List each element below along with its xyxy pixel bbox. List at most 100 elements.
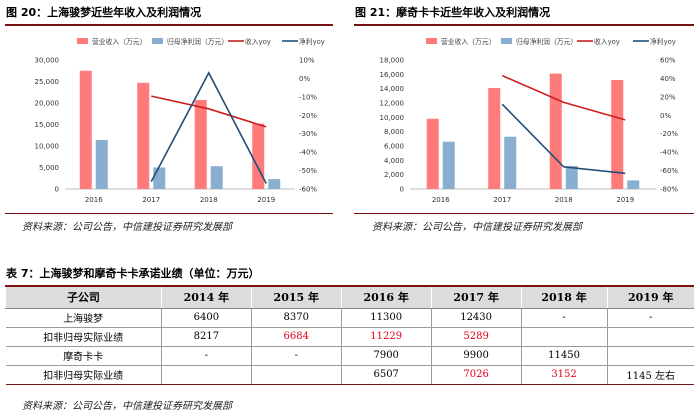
table-cell xyxy=(520,327,607,347)
right-axis-tick-label: -10% xyxy=(299,93,317,101)
table-cell: 11229 xyxy=(340,327,432,347)
right-axis-tick-label: -30% xyxy=(299,130,317,138)
table-cell: - xyxy=(606,308,694,328)
left-axis-tick-label: 18,000 xyxy=(380,57,405,65)
figure-21-title: 图 21：摩奇卡卡近些年收入及利润情况 xyxy=(355,6,551,19)
legend-label: 营业收入（万元） xyxy=(92,37,146,46)
net-profit-bar xyxy=(210,166,223,189)
x-axis-tick-label: 2018 xyxy=(200,196,218,204)
right-axis-tick-label: -80% xyxy=(660,186,678,194)
left-axis-tick-label: 5,000 xyxy=(39,164,59,172)
table-cell: 12430 xyxy=(430,308,522,328)
table-header-row: 子公司 2014 年 2015 年 2016 年 2017 年 2018 年 2… xyxy=(5,285,694,309)
revenue-bar xyxy=(252,123,265,189)
right-axis-tick-label: 40% xyxy=(660,75,676,83)
row-moqikaka-committed: 摩奇卡卡 - -7900 9900 11450 xyxy=(5,346,694,366)
header-2015: 2015 年 xyxy=(250,285,342,309)
x-axis-tick-label: 2017 xyxy=(493,196,511,204)
left-axis-tick-label: 25,000 xyxy=(35,78,60,86)
net-profit-bar xyxy=(268,179,281,189)
right-axis-tick-label: -20% xyxy=(660,130,678,138)
row-label-cell: 上海骏梦 xyxy=(5,308,162,328)
revenue-bar xyxy=(488,87,501,189)
table-cell: 7900 xyxy=(340,346,432,366)
table-cell: 6684 xyxy=(250,327,342,347)
figure-20-source: 资料来源：公司公告，中信建投证券研究发展部 xyxy=(22,222,232,233)
right-axis-tick-label: 20% xyxy=(660,93,676,101)
legend-label: 收入yoy xyxy=(245,37,271,46)
legend-swatch xyxy=(77,38,88,44)
revenue-bar xyxy=(137,82,150,189)
table-cell: 3152 xyxy=(520,365,607,385)
figure-20-chart: 营业收入（万元） 归母净利润（万元） 收入yoy 净利yoy 0 5,000 10,000 1… xyxy=(35,37,325,204)
revenue-bar xyxy=(549,73,562,189)
x-axis-tick-label: 2019 xyxy=(257,196,275,204)
right-axis-tick-label: 0% xyxy=(299,75,310,83)
table-cell: 5289 xyxy=(430,327,522,347)
revenue-yoy-line xyxy=(501,74,626,121)
table-cell: 6400 xyxy=(160,308,252,328)
legend-entry: 收入yoy xyxy=(577,37,620,46)
right-axis-tick-label: 0% xyxy=(660,112,671,120)
left-axis-tick-label: 30,000 xyxy=(35,57,60,65)
left-axis-tick-label: 20,000 xyxy=(35,100,60,108)
x-axis-tick-label: 2019 xyxy=(616,196,634,204)
legend-swatch xyxy=(152,38,163,44)
row-label-cell: 扣非归母实际业绩 xyxy=(5,365,162,385)
legend-entry: 营业收入（万元） xyxy=(426,37,495,46)
table-7-title: 表 7：上海骏梦和摩奇卡卡承诺业绩（单位：万元） xyxy=(6,267,260,280)
figure-20-top-rule xyxy=(5,24,333,26)
net-profit-bar xyxy=(95,139,108,189)
figure-21-source: 资料来源：公司公告，中信建投证券研究发展部 xyxy=(372,222,582,233)
row-shanghai-junmeng-actual: 扣非归母实际业绩 8217 6684 11229 5289 xyxy=(5,327,694,347)
left-axis-tick-label: 0 xyxy=(55,186,59,194)
figure-21-chart: 营业收入（万元） 归母净利润（万元） 收入yoy 净利yoy 0 2,000 4,000 6,… xyxy=(380,37,679,204)
right-axis-tick-label: -50% xyxy=(299,167,317,175)
header-2018: 2018 年 xyxy=(520,285,607,309)
row-moqikaka-actual: 扣非归母实际业绩 6507 7026 3152 1145 左右 xyxy=(5,365,694,385)
left-axis-tick-label: 16,000 xyxy=(380,71,405,79)
row-label-cell: 扣非归母实际业绩 xyxy=(5,327,162,347)
table-cell xyxy=(250,365,342,385)
left-axis-tick-label: 10,000 xyxy=(35,143,60,151)
legend-entry: 归母净利润（万元） xyxy=(152,37,228,46)
net-profit-bar xyxy=(442,141,455,189)
commitment-table: 子公司 2014 年 2015 年 2016 年 2017 年 2018 年 2… xyxy=(5,285,694,385)
table-cell xyxy=(160,365,252,385)
left-axis-tick-label: 8,000 xyxy=(384,128,404,136)
x-axis-tick-label: 2016 xyxy=(432,196,450,204)
left-axis-tick-label: 14,000 xyxy=(380,85,405,93)
right-axis-tick-label: 10% xyxy=(299,57,315,65)
revenue-bar xyxy=(194,99,207,189)
legend-entry: 营业收入（万元） xyxy=(77,37,146,46)
table-cell: 11300 xyxy=(340,308,432,328)
table-cell xyxy=(606,346,694,366)
header-2016: 2016 年 xyxy=(340,285,432,309)
table-cell: 1145 左右 xyxy=(606,365,694,385)
net-profit-yoy-line xyxy=(150,71,267,184)
legend-entry: 归母净利润（万元） xyxy=(501,37,577,46)
legend-entry: 收入yoy xyxy=(228,37,271,46)
figure-21-top-rule xyxy=(354,24,694,26)
revenue-bar xyxy=(426,118,439,189)
revenue-yoy-line xyxy=(151,95,267,128)
header-subsidiary: 子公司 xyxy=(5,285,162,309)
legend-label: 收入yoy xyxy=(594,37,620,46)
row-shanghai-junmeng-committed: 上海骏梦 6400 8370 11300 12430- - xyxy=(5,308,694,328)
legend-swatch xyxy=(426,38,437,44)
net-profit-bar xyxy=(504,136,517,189)
left-axis-tick-label: 6,000 xyxy=(384,143,404,151)
table-7-source: 资料来源：公司公告，中信建投证券研究发展部 xyxy=(22,401,232,412)
header-2017: 2017 年 xyxy=(430,285,522,309)
revenue-bar xyxy=(79,70,92,189)
right-axis-tick-label: -60% xyxy=(660,167,678,175)
left-axis-tick-label: 0 xyxy=(400,186,404,194)
legend-label: 营业收入（万元） xyxy=(441,37,495,46)
table-cell: 8370 xyxy=(250,308,342,328)
table-cell: - xyxy=(250,346,342,366)
table-cell: 7026 xyxy=(430,365,522,385)
figure-20-bottom-rule xyxy=(5,213,333,214)
x-axis-tick-label: 2018 xyxy=(555,196,573,204)
legend-label: 归母净利润（万元） xyxy=(516,37,577,46)
x-axis-tick-label: 2017 xyxy=(142,196,160,204)
